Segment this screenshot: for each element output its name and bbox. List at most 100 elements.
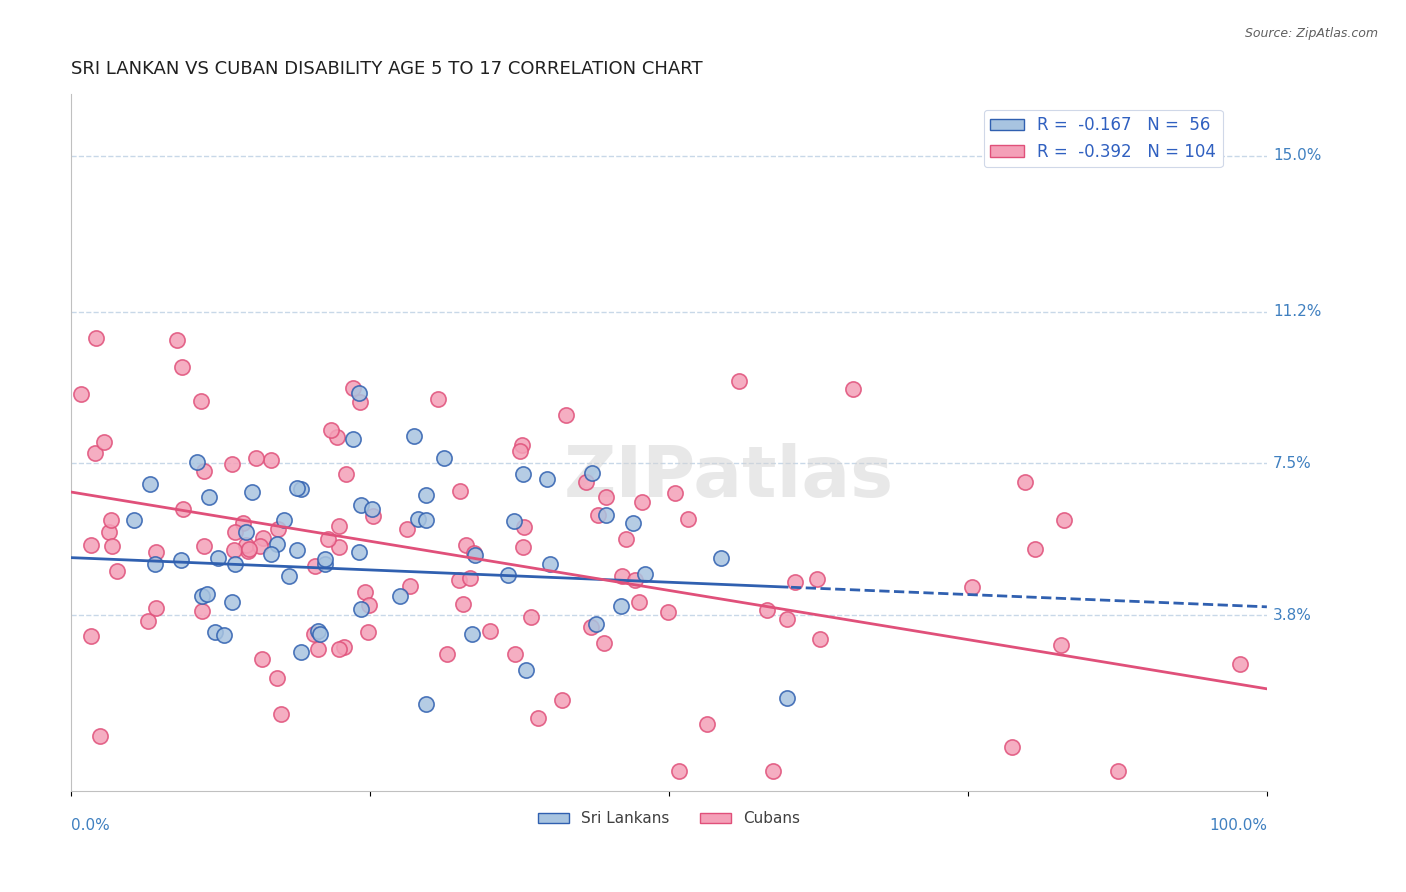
Sri Lankans xyxy=(347,386,370,401)
Sri Lankans xyxy=(408,512,430,526)
Sri Lankans xyxy=(634,567,657,582)
Cubans xyxy=(1053,513,1076,527)
Sri Lankans xyxy=(388,589,411,603)
Sri Lankans xyxy=(195,587,218,601)
Cubans xyxy=(527,711,550,725)
Cubans xyxy=(463,546,485,560)
Sri Lankans xyxy=(512,467,534,482)
Cubans xyxy=(93,434,115,449)
Cubans xyxy=(83,446,105,460)
Sri Lankans xyxy=(595,508,617,523)
Cubans xyxy=(84,331,107,345)
Cubans xyxy=(627,595,650,609)
Cubans xyxy=(806,572,828,586)
Legend: R =  -0.167   N =  56, R =  -0.392   N = 104: R = -0.167 N = 56, R = -0.392 N = 104 xyxy=(984,110,1223,168)
Cubans xyxy=(349,394,371,409)
Cubans xyxy=(595,490,617,504)
Cubans xyxy=(668,764,690,778)
Cubans xyxy=(1050,639,1073,653)
Cubans xyxy=(89,729,111,743)
Cubans xyxy=(105,564,128,578)
Cubans xyxy=(252,652,274,666)
Text: 11.2%: 11.2% xyxy=(1272,304,1322,319)
Cubans xyxy=(361,509,384,524)
Sri Lankans xyxy=(515,663,537,677)
Sri Lankans xyxy=(433,450,456,465)
Sri Lankans xyxy=(290,482,312,496)
Sri Lankans xyxy=(122,513,145,527)
Text: 7.5%: 7.5% xyxy=(1272,456,1312,471)
Cubans xyxy=(696,716,718,731)
Cubans xyxy=(458,572,481,586)
Sri Lankans xyxy=(278,568,301,582)
Cubans xyxy=(776,611,799,625)
Sri Lankans xyxy=(273,513,295,527)
Cubans xyxy=(427,392,450,407)
Cubans xyxy=(551,693,574,707)
Cubans xyxy=(359,599,381,613)
Cubans xyxy=(328,541,350,555)
Cubans xyxy=(808,632,831,646)
Cubans xyxy=(342,381,364,395)
Cubans xyxy=(100,513,122,527)
Sri Lankans xyxy=(621,516,644,531)
Cubans xyxy=(614,532,637,546)
Sri Lankans xyxy=(285,542,308,557)
Cubans xyxy=(1001,739,1024,754)
Cubans xyxy=(357,625,380,640)
Cubans xyxy=(842,382,865,396)
Cubans xyxy=(252,531,274,545)
Sri Lankans xyxy=(347,545,370,559)
Cubans xyxy=(512,541,534,555)
Cubans xyxy=(307,642,329,657)
Text: 3.8%: 3.8% xyxy=(1272,607,1312,623)
Cubans xyxy=(191,604,214,618)
Cubans xyxy=(145,600,167,615)
Cubans xyxy=(456,538,478,552)
Sri Lankans xyxy=(415,697,437,711)
Cubans xyxy=(449,483,471,498)
Cubans xyxy=(520,610,543,624)
Sri Lankans xyxy=(342,432,364,446)
Cubans xyxy=(399,579,422,593)
Cubans xyxy=(236,544,259,558)
Cubans xyxy=(762,764,785,778)
Sri Lankans xyxy=(191,590,214,604)
Cubans xyxy=(319,423,342,437)
Cubans xyxy=(783,574,806,589)
Sri Lankans xyxy=(314,551,336,566)
Sri Lankans xyxy=(536,472,558,486)
Cubans xyxy=(449,574,471,588)
Cubans xyxy=(304,559,326,574)
Cubans xyxy=(354,585,377,599)
Sri Lankans xyxy=(240,485,263,500)
Cubans xyxy=(224,542,246,557)
Sri Lankans xyxy=(207,550,229,565)
Sri Lankans xyxy=(461,627,484,641)
Sri Lankans xyxy=(464,549,486,563)
Cubans xyxy=(328,519,350,533)
Cubans xyxy=(676,512,699,526)
Cubans xyxy=(221,457,243,471)
Sri Lankans xyxy=(498,567,520,582)
Sri Lankans xyxy=(204,624,226,639)
Cubans xyxy=(436,647,458,661)
Sri Lankans xyxy=(776,690,799,705)
Sri Lankans xyxy=(314,558,336,572)
Cubans xyxy=(335,467,357,482)
Sri Lankans xyxy=(143,557,166,571)
Cubans xyxy=(224,524,246,539)
Cubans xyxy=(395,522,418,536)
Cubans xyxy=(756,602,779,616)
Sri Lankans xyxy=(308,627,330,641)
Cubans xyxy=(266,672,288,686)
Cubans xyxy=(328,642,350,657)
Sri Lankans xyxy=(224,557,246,571)
Text: ZIPatlas: ZIPatlas xyxy=(564,443,894,512)
Sri Lankans xyxy=(350,498,373,512)
Sri Lankans xyxy=(290,645,312,659)
Text: Source: ZipAtlas.com: Source: ZipAtlas.com xyxy=(1244,27,1378,40)
Text: SRI LANKAN VS CUBAN DISABILITY AGE 5 TO 17 CORRELATION CHART: SRI LANKAN VS CUBAN DISABILITY AGE 5 TO … xyxy=(72,60,703,78)
Sri Lankans xyxy=(214,628,236,642)
Cubans xyxy=(624,573,647,587)
